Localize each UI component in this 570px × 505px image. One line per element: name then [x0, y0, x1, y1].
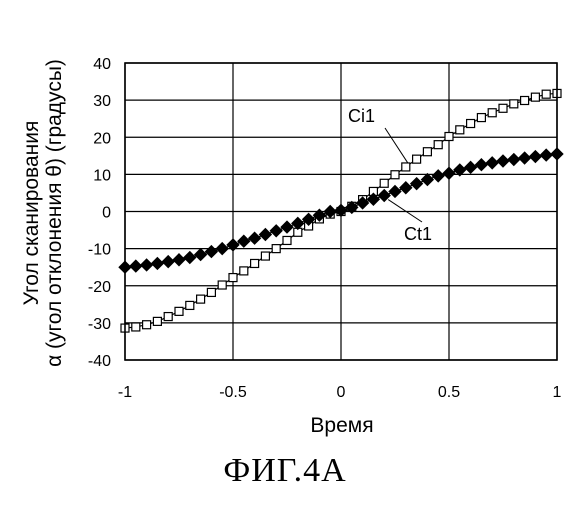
data-point-ci1	[143, 321, 151, 329]
data-point-ct1	[162, 256, 174, 268]
annotation-layer: Ci1 Ct1	[348, 106, 432, 244]
data-point-ct1	[443, 167, 455, 179]
data-point-ci1	[510, 100, 518, 108]
data-point-ci1	[283, 236, 291, 244]
data-point-ci1	[132, 323, 140, 331]
y-tick-label: -10	[88, 242, 111, 259]
data-point-ci1	[218, 281, 226, 289]
data-point-ci1	[477, 114, 485, 122]
data-point-ct1	[475, 159, 487, 171]
y-tick-label: -30	[88, 316, 111, 333]
data-point-ci1	[380, 179, 388, 187]
annotation-label-ci1: Ci1	[348, 106, 375, 126]
data-point-ci1	[272, 245, 280, 253]
y-tick-label: -40	[88, 353, 111, 370]
annotation-leader-ct1	[388, 200, 422, 222]
data-point-ct1	[421, 174, 433, 186]
data-point-ct1	[486, 157, 498, 169]
data-point-ct1	[411, 178, 423, 190]
data-point-ct1	[195, 249, 207, 261]
data-point-ci1	[164, 313, 172, 321]
y-tick-label: 10	[93, 167, 111, 184]
data-point-ct1	[238, 235, 250, 247]
data-point-ci1	[175, 307, 183, 315]
data-point-ct1	[497, 155, 509, 167]
x-tick-label: -0.5	[219, 384, 247, 401]
x-tick-label: 0.5	[438, 384, 460, 401]
data-point-ci1	[488, 109, 496, 117]
data-point-ct1	[292, 217, 304, 229]
axis-layer: -40 -30 -20 -10 0 10 20 30 40 -1 -0.5 0 0.5 1	[88, 56, 562, 401]
data-point-ci1	[153, 317, 161, 325]
y-tick-label: 20	[93, 130, 111, 147]
y-tick-label: 30	[93, 93, 111, 110]
data-point-ct1	[270, 225, 282, 237]
data-point-ct1	[432, 170, 444, 182]
data-point-ct1	[141, 259, 153, 271]
data-point-ci1	[402, 163, 410, 171]
data-point-ct1	[259, 229, 271, 241]
y-axis-title-line-2: α (угол отклонения θ) (градусы)	[43, 59, 66, 367]
x-tick-label: 0	[337, 384, 346, 401]
data-point-ct1	[249, 232, 261, 244]
data-point-ci1	[261, 252, 269, 260]
data-point-ci1	[445, 133, 453, 141]
data-point-ct1	[173, 254, 185, 266]
data-point-ct1	[130, 260, 142, 272]
data-point-ci1	[197, 295, 205, 303]
data-point-ct1	[184, 252, 196, 264]
data-point-ci1	[434, 141, 442, 149]
y-tick-label: 40	[93, 56, 111, 73]
x-axis-title: Время	[310, 414, 373, 437]
data-point-ct1	[216, 243, 228, 255]
figure-caption: ФИГ.4А	[0, 452, 570, 490]
data-point-ci1	[186, 301, 194, 309]
x-tick-label: 1	[553, 384, 562, 401]
data-point-ci1	[467, 120, 475, 128]
data-point-ci1	[251, 259, 259, 267]
y-axis-title-line-1: Угол сканирования	[20, 121, 43, 306]
annotation-label-ct1: Ct1	[404, 224, 432, 244]
data-point-ct1	[281, 221, 293, 233]
data-point-ci1	[456, 126, 464, 134]
y-tick-label: -20	[88, 279, 111, 296]
data-point-ci1	[207, 288, 215, 296]
data-point-ct1	[508, 154, 520, 166]
x-tick-label: -1	[118, 384, 132, 401]
data-point-ci1	[423, 148, 431, 156]
data-point-ci1	[229, 274, 237, 282]
data-point-ct1	[465, 161, 477, 173]
data-point-ct1	[205, 246, 217, 258]
data-point-ci1	[240, 267, 248, 275]
data-point-ct1	[529, 151, 541, 163]
data-point-ci1	[413, 155, 421, 163]
data-point-ct1	[400, 182, 412, 194]
data-point-ci1	[499, 104, 507, 112]
annotation-leader-ci1	[385, 128, 408, 163]
data-point-ct1	[389, 185, 401, 197]
y-tick-label: 0	[102, 205, 111, 222]
data-point-ci1	[542, 90, 550, 98]
data-point-ci1	[531, 93, 539, 101]
data-point-ci1	[521, 96, 529, 104]
data-point-ct1	[151, 257, 163, 269]
data-point-ct1	[540, 149, 552, 161]
data-point-ci1	[391, 171, 399, 179]
data-point-ct1	[519, 152, 531, 164]
